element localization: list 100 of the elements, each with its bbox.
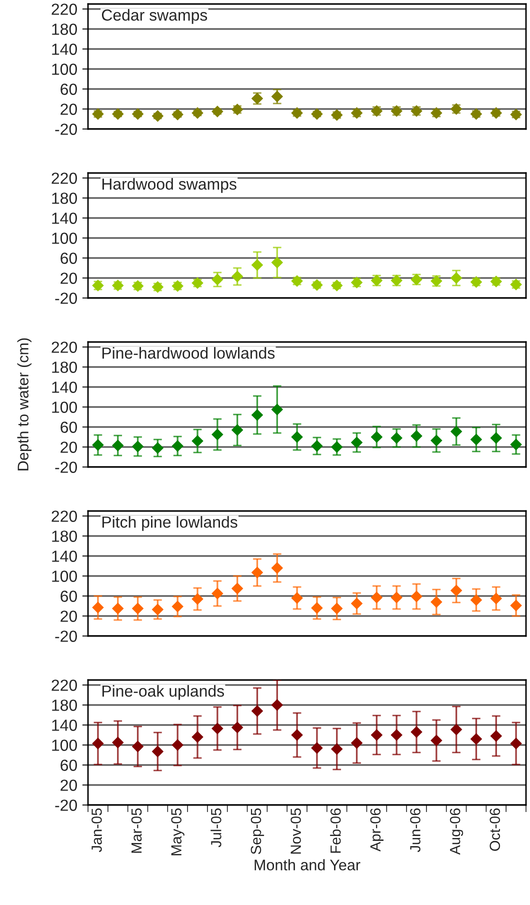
y-axis-title: Depth to water (cm) [17, 338, 32, 470]
point [450, 426, 462, 438]
point [272, 256, 283, 268]
point [490, 432, 502, 444]
x-tick-label: Apr-06 [370, 808, 384, 852]
x-tick-label: Mar-05 [131, 808, 142, 853]
point [152, 110, 164, 122]
x-tick-label: Sep-05 [250, 808, 264, 854]
y-tick-label: -20 [55, 800, 77, 811]
point [272, 562, 283, 574]
y-tick-label: -20 [55, 292, 77, 304]
y-tick-label: 140 [52, 550, 77, 562]
y-tick-label: 100 [52, 402, 77, 413]
point [252, 705, 263, 717]
point [410, 590, 422, 602]
chart-title: Pine-oak uplands [102, 685, 224, 700]
point [252, 409, 263, 421]
point [311, 742, 323, 754]
y-tick-label: 60 [60, 590, 77, 602]
point [450, 584, 462, 596]
point [212, 588, 224, 600]
point [331, 441, 342, 453]
point [132, 602, 144, 614]
point [192, 107, 204, 119]
point [152, 604, 164, 616]
point [331, 743, 342, 755]
y-tick-label: 180 [52, 192, 77, 204]
point [192, 593, 204, 605]
point [430, 734, 442, 746]
x-tick-label: May-05 [171, 808, 184, 856]
y-tick-label: 220 [52, 680, 77, 691]
point [92, 602, 104, 614]
x-tick-label: Feb-06 [330, 808, 341, 853]
point [152, 442, 164, 454]
point [430, 434, 442, 446]
y-tick-label: 20 [60, 104, 77, 115]
point [172, 440, 184, 452]
point [490, 592, 502, 604]
point [331, 602, 342, 614]
x-tick-label: Jun-06 [410, 808, 420, 852]
x-tick-label: Oct-06 [490, 808, 500, 851]
point [252, 259, 263, 271]
point [132, 440, 144, 452]
point [252, 566, 263, 578]
y-tick-label: 220 [52, 4, 77, 15]
y-tick-label: 140 [52, 382, 77, 393]
point [112, 440, 124, 452]
point [470, 434, 482, 446]
point [510, 438, 522, 450]
y-tick-label: 180 [52, 362, 77, 373]
point [232, 424, 243, 436]
y-tick-label: 20 [60, 442, 77, 453]
point [92, 738, 104, 750]
y-tick-label: 180 [52, 24, 77, 35]
point [351, 436, 362, 448]
point [232, 270, 243, 282]
point [291, 592, 303, 604]
point [371, 729, 382, 741]
point [311, 108, 323, 120]
x-tick-label: Jan-05 [92, 808, 102, 852]
y-tick-label: 60 [60, 84, 77, 95]
point [490, 730, 502, 742]
point [311, 440, 323, 452]
y-tick-label: 180 [52, 530, 77, 542]
y-tick-label: 180 [52, 700, 77, 711]
point [212, 106, 224, 118]
point [132, 108, 144, 120]
y-tick-label: 20 [60, 272, 77, 284]
point [450, 724, 462, 736]
point [410, 726, 422, 738]
y-tick-label: 100 [52, 232, 77, 244]
x-tick-label: Nov-05 [290, 808, 301, 854]
point [192, 435, 204, 447]
y-tick-label: 20 [60, 610, 77, 622]
y-tick-label: 20 [60, 780, 77, 791]
chart-title: Cedar swamps [102, 9, 208, 24]
y-tick-label: 140 [52, 212, 77, 224]
point [390, 432, 402, 444]
point [311, 602, 323, 614]
chart-title: Pine-hardwood lowlands [102, 347, 275, 359]
point [152, 746, 164, 758]
point [351, 598, 362, 610]
y-tick-label: 60 [60, 422, 77, 433]
chart-title: Pitch pine lowlands [102, 516, 238, 531]
y-tick-label: 60 [60, 252, 77, 264]
point [291, 729, 303, 741]
point [450, 272, 462, 284]
point [112, 602, 124, 614]
point [371, 592, 382, 604]
y-tick-label: 140 [52, 720, 77, 731]
y-tick-label: 100 [52, 570, 77, 582]
point [410, 430, 422, 442]
y-tick-label: -20 [55, 124, 77, 135]
point [232, 722, 243, 734]
point [112, 108, 124, 120]
y-tick-label: -20 [55, 630, 77, 642]
point [470, 733, 482, 745]
point [212, 428, 224, 440]
y-tick-label: 100 [52, 740, 77, 751]
point [430, 596, 442, 608]
